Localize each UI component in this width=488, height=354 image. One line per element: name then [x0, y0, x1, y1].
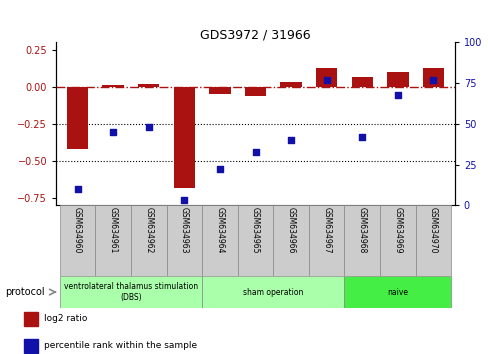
Bar: [280, 82, 301, 87]
Text: GSM634968: GSM634968: [357, 207, 366, 254]
Point: [393, 92, 401, 97]
Point: [144, 124, 152, 130]
Bar: [379, 205, 415, 276]
Point: [251, 149, 259, 154]
Text: GSM634964: GSM634964: [215, 207, 224, 254]
Bar: [138, 84, 159, 87]
Point: [74, 186, 81, 192]
Bar: [273, 205, 308, 276]
Bar: [415, 205, 450, 276]
Bar: [244, 87, 265, 96]
Text: GSM634966: GSM634966: [286, 207, 295, 254]
Bar: [351, 76, 372, 87]
Bar: [315, 68, 337, 87]
Bar: [67, 87, 88, 149]
Point: [358, 134, 366, 140]
Bar: [24, 312, 38, 326]
Text: percentile rank within the sample: percentile rank within the sample: [44, 341, 197, 350]
Bar: [344, 205, 379, 276]
Bar: [166, 205, 202, 276]
Text: GSM634965: GSM634965: [250, 207, 260, 254]
Point: [322, 77, 330, 83]
Point: [286, 137, 294, 143]
Text: GSM634970: GSM634970: [428, 207, 437, 254]
Bar: [209, 87, 230, 94]
Point: [109, 129, 117, 135]
Bar: [173, 87, 195, 188]
Text: naive: naive: [386, 287, 407, 297]
Text: log2 ratio: log2 ratio: [44, 314, 87, 323]
Point: [428, 77, 436, 83]
Text: sham operation: sham operation: [243, 287, 303, 297]
Title: GDS3972 / 31966: GDS3972 / 31966: [200, 28, 310, 41]
Bar: [202, 205, 237, 276]
Text: GSM634962: GSM634962: [144, 207, 153, 254]
Bar: [308, 205, 344, 276]
Text: GSM634963: GSM634963: [180, 207, 188, 254]
Point: [180, 198, 188, 203]
Bar: [202, 276, 344, 308]
Bar: [102, 85, 123, 87]
Point: [216, 167, 224, 172]
Text: protocol: protocol: [5, 287, 44, 297]
Bar: [344, 276, 450, 308]
Text: GSM634960: GSM634960: [73, 207, 82, 254]
Bar: [60, 276, 202, 308]
Bar: [386, 72, 407, 87]
Text: ventrolateral thalamus stimulation
(DBS): ventrolateral thalamus stimulation (DBS): [64, 282, 198, 302]
Bar: [95, 205, 131, 276]
Bar: [237, 205, 273, 276]
Text: GSM634961: GSM634961: [108, 207, 118, 254]
Bar: [422, 68, 443, 87]
Text: GSM634969: GSM634969: [392, 207, 402, 254]
Bar: [60, 205, 95, 276]
Bar: [131, 205, 166, 276]
Text: GSM634967: GSM634967: [322, 207, 330, 254]
Bar: [24, 339, 38, 353]
